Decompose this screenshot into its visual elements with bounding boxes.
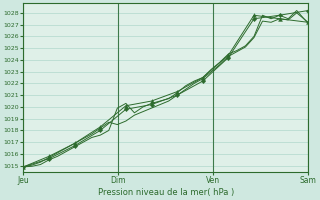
X-axis label: Pression niveau de la mer( hPa ): Pression niveau de la mer( hPa ) — [98, 188, 234, 197]
